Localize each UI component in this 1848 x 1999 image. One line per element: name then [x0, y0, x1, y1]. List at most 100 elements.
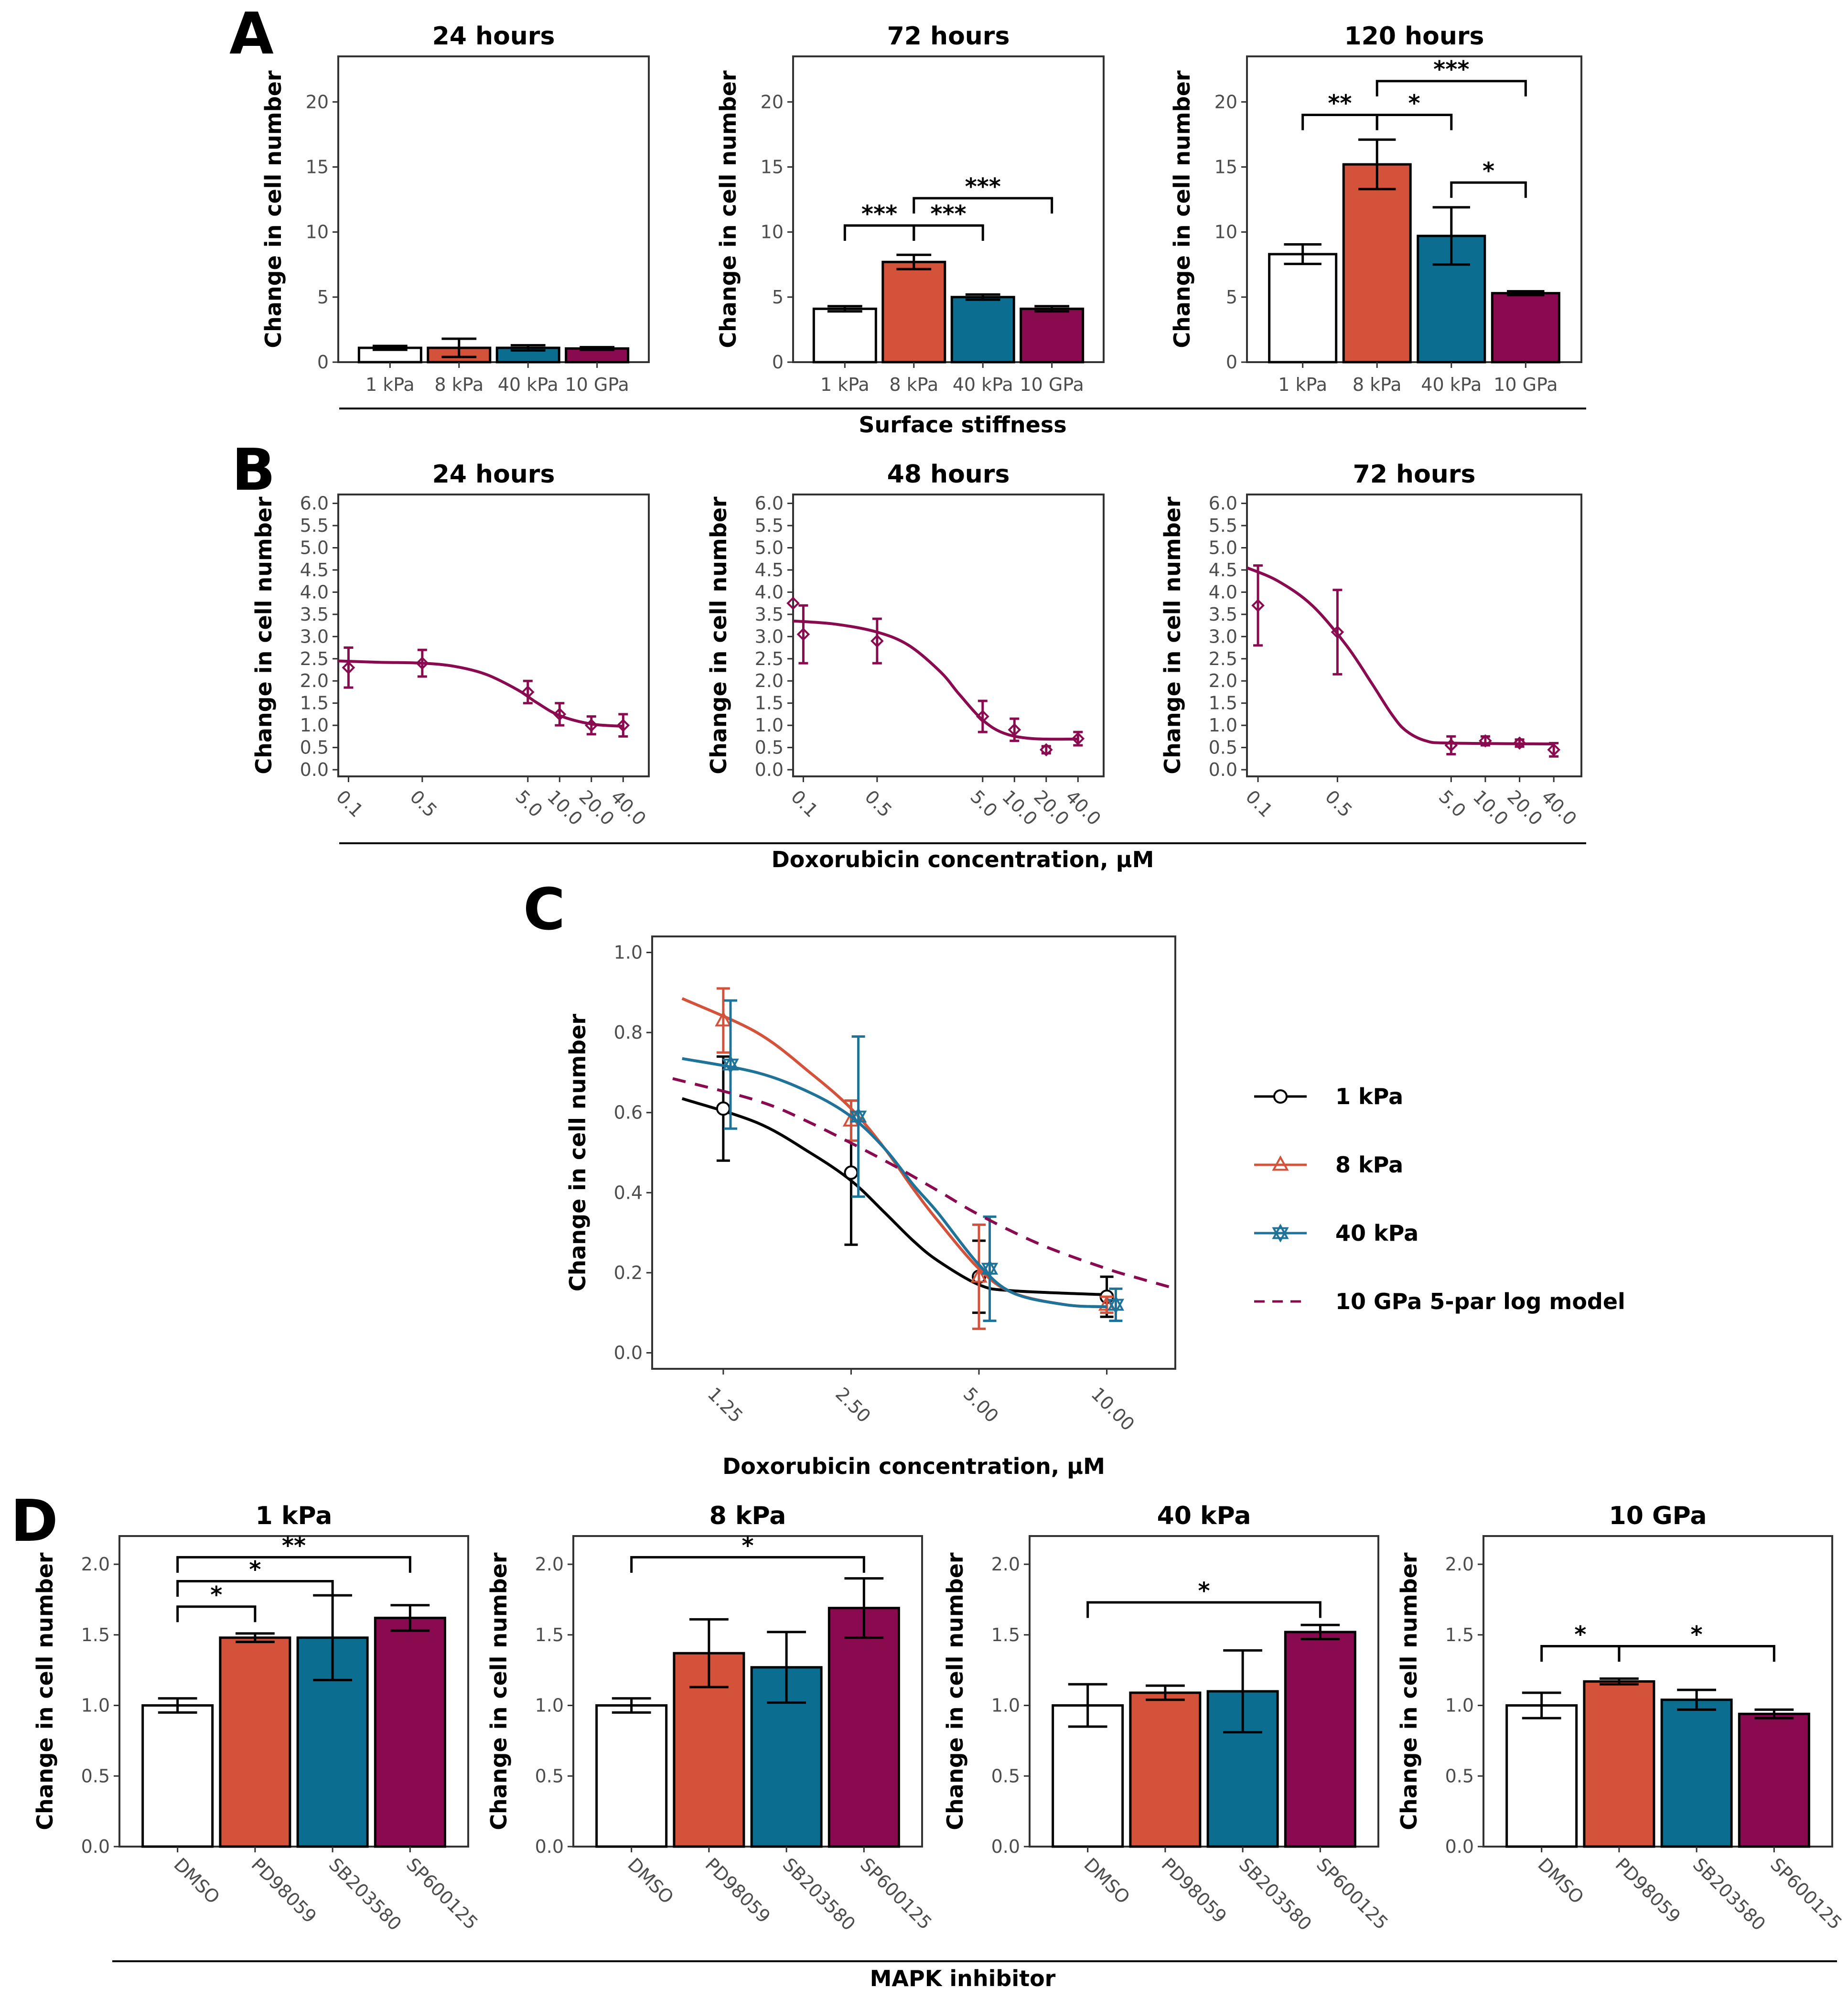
- x-tick-label: 1.25: [704, 1383, 747, 1427]
- y-tick-label: 0.4: [614, 1182, 643, 1203]
- y-tick-label: 0.5: [1445, 1765, 1474, 1786]
- y-tick-label: 2.0: [300, 670, 329, 691]
- y-axis-label: Change in cell number: [715, 70, 741, 348]
- y-tick-label: 3.0: [1209, 626, 1237, 647]
- significance-label: *: [210, 1582, 222, 1609]
- y-tick-label: 20: [1214, 91, 1237, 112]
- x-tick-label: PD98059: [701, 1854, 774, 1927]
- y-tick-label: 10: [1214, 222, 1237, 243]
- x-tick-label: 0.1: [332, 786, 367, 821]
- fit-curve-1-kpa: [681, 1097, 1107, 1296]
- bar-10-gpa: [1020, 307, 1085, 364]
- y-tick-label: 15: [306, 156, 329, 177]
- data-point-diamond: [1008, 723, 1021, 737]
- y-tick-label: 0.0: [755, 759, 784, 780]
- bar-sp600125: [374, 1616, 446, 1848]
- x-tick-label: 1 kPa: [820, 374, 870, 395]
- y-tick-label: 6.0: [300, 493, 329, 514]
- data-point-circle: [844, 1165, 859, 1180]
- y-tick-label: 1.5: [535, 1624, 564, 1645]
- x-tick-label: 0.1: [1242, 786, 1277, 821]
- data-point-diamond: [1251, 599, 1265, 613]
- y-tick-label: 6.0: [1209, 493, 1237, 514]
- x-tick-label: 10.0: [543, 786, 587, 829]
- chart-title: 48 hours: [887, 460, 1010, 489]
- y-tick-label: 1.0: [1445, 1695, 1474, 1716]
- bar-dmso: [1505, 1704, 1578, 1848]
- significance-bracket: [630, 1556, 865, 1573]
- significance-bracket: [176, 1580, 334, 1597]
- data-point-diamond: [616, 719, 630, 732]
- bar-chart-D2: 0.0 0.5 1.0 1.5 2.0 Change in cell number 8 kP…: [486, 1502, 936, 1935]
- y-tick-label: 1.0: [81, 1695, 110, 1716]
- x-tick-label: 40 kPa: [953, 374, 1013, 395]
- x-tick-label: 5.0: [1435, 786, 1470, 821]
- significance-bracket: [913, 224, 984, 241]
- y-tick-label: 0.0: [1445, 1836, 1474, 1857]
- y-tick-label: 5.5: [1209, 515, 1237, 536]
- y-axis-label: Change in cell number: [565, 1014, 591, 1292]
- significance-bracket: [1375, 114, 1453, 130]
- bar-sp600125: [827, 1607, 900, 1848]
- bar-sp600125: [1284, 1631, 1356, 1848]
- significance-label: *: [249, 1557, 261, 1583]
- y-axis-label: Change in cell number: [260, 70, 286, 348]
- significance-label: *: [1483, 158, 1494, 184]
- chart-title: 120 hours: [1344, 22, 1484, 51]
- bar-8-kpa: [1342, 163, 1412, 364]
- y-tick-label: 0.6: [614, 1102, 643, 1123]
- y-tick-label: 1.5: [991, 1624, 1020, 1645]
- data-point-diamond: [584, 719, 598, 732]
- bar-chart-A1: 0 5 10 15 20 Change in cell number 24 hours 1 k…: [260, 22, 650, 395]
- y-tick-label: 0: [317, 352, 329, 373]
- data-point-star: [981, 1263, 999, 1279]
- bar-sb203580: [1660, 1698, 1733, 1848]
- chart-title: 10 GPa: [1609, 1502, 1707, 1530]
- x-tick-label: SP600125: [856, 1854, 936, 1934]
- bar-8-kpa: [881, 260, 946, 364]
- data-point-diamond: [1444, 739, 1458, 752]
- plot-frame: [1483, 1535, 1833, 1848]
- fit-curve: [1246, 566, 1554, 746]
- bar-1-kpa: [812, 307, 877, 364]
- bar-40-kpa: [950, 296, 1015, 364]
- y-tick-label: 1.0: [535, 1695, 564, 1716]
- y-tick-label: 0.0: [1209, 759, 1237, 780]
- x-tick-label: 10.0: [998, 786, 1042, 829]
- y-tick-label: 2.0: [755, 670, 784, 691]
- significance-bracket: [1618, 1644, 1775, 1662]
- y-tick-label: 5.5: [300, 515, 329, 536]
- data-point-diamond: [1547, 743, 1561, 757]
- plot-frame: [792, 494, 1105, 777]
- data-point-diamond: [1479, 734, 1492, 748]
- y-tick-label: 15: [761, 156, 784, 177]
- y-tick-label: 15: [1214, 156, 1237, 177]
- y-tick-label: 1.0: [1209, 715, 1237, 736]
- significance-bracket: [1301, 114, 1378, 130]
- x-tick-label: 0.5: [860, 786, 896, 821]
- plot-frame: [792, 55, 1105, 363]
- y-tick-label: 1.5: [300, 693, 329, 714]
- x-tick-label: SB203580: [1689, 1854, 1770, 1935]
- group-xlabel-a: Surface stiffness: [859, 412, 1066, 438]
- fit-curve: [338, 659, 623, 728]
- bar-10-gpa: [1491, 292, 1560, 364]
- significance-bracket: [176, 1605, 257, 1623]
- data-point-star: [1272, 1224, 1289, 1239]
- plot-frame: [337, 494, 650, 777]
- data-point-diamond: [521, 685, 535, 699]
- y-tick-label: 0.0: [535, 1836, 564, 1857]
- y-axis-label: Change in cell number: [706, 496, 731, 774]
- x-tick-label: PD98059: [247, 1854, 321, 1927]
- bar-chart-A3: 0 5 10 15 20 Change in cell number 120 hours 1 …: [1169, 22, 1582, 395]
- y-tick-label: 5.0: [1209, 537, 1237, 558]
- fit-curve-10-gpa-5-par-log-model: [672, 1077, 1170, 1289]
- x-tick-label: 20.0: [1030, 786, 1073, 829]
- y-tick-label: 4.5: [1209, 559, 1237, 580]
- bar-pd98059: [1129, 1691, 1202, 1848]
- significance-label: *: [1198, 1578, 1210, 1604]
- plot-frame: [572, 1535, 923, 1848]
- panel-label-b: B: [232, 437, 275, 504]
- y-tick-label: 20: [306, 91, 329, 112]
- y-axis-label: Change in cell number: [1169, 70, 1195, 348]
